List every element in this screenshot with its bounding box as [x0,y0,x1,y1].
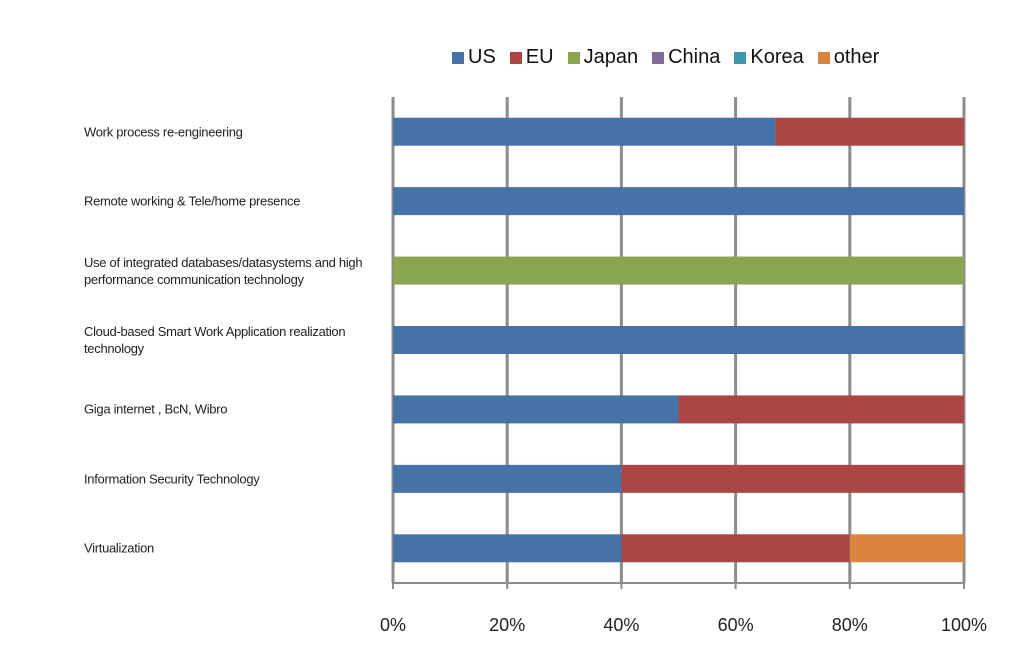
legend-swatch [817,51,830,64]
legend-item: China [652,46,720,69]
bar-segment [393,534,622,563]
legend-item: US [452,46,496,69]
x-tick-label: 0% [380,615,406,635]
bar-segment [393,395,679,424]
bar-segment [393,464,622,493]
bar-segment [849,534,964,563]
legend-swatch [652,51,665,64]
category-label: Use of integrated databases/datasystems … [84,254,363,287]
legend-swatch [734,51,747,64]
category-label: Remote working & Tele/home presence [84,193,301,209]
bar-segment [621,464,964,493]
legend-label: China [668,46,721,68]
category-label: Giga internet , BcN, Wibro [84,401,228,417]
legend-swatch [452,51,464,64]
category-label: Information Security Technology [84,471,260,487]
legend-swatch [567,51,580,64]
legend-item: other [817,46,880,69]
legend: US EU Japan China Korea other [452,46,879,69]
x-tick-label: 80% [832,615,868,635]
x-tick-label: 20% [489,615,525,635]
category-label: Virtualization [84,540,154,556]
legend-item: EU [509,46,554,69]
legend-label: Korea [750,46,804,68]
bar-segment [621,534,850,563]
category-label: Cloud-based Smart Work Application reali… [84,324,346,356]
category-label: Work process re-engineering [84,124,243,140]
bar-segment [678,395,964,424]
x-tick-label: 40% [603,615,639,635]
legend-label: Japan [583,46,639,68]
legend-item: Korea [734,46,804,69]
bar-segment [393,187,964,216]
legend-label: other [833,46,880,68]
legend-label: US [468,46,496,68]
x-tick-label: 60% [718,615,754,635]
bar-segment [775,117,964,146]
legend-swatch [509,51,522,64]
bar-segment [393,117,776,146]
legend-label: EU [525,46,554,68]
legend-item: Japan [567,46,639,69]
bar-segment [393,256,964,285]
bar-segment [393,326,964,354]
x-tick-label: 100% [941,615,987,635]
